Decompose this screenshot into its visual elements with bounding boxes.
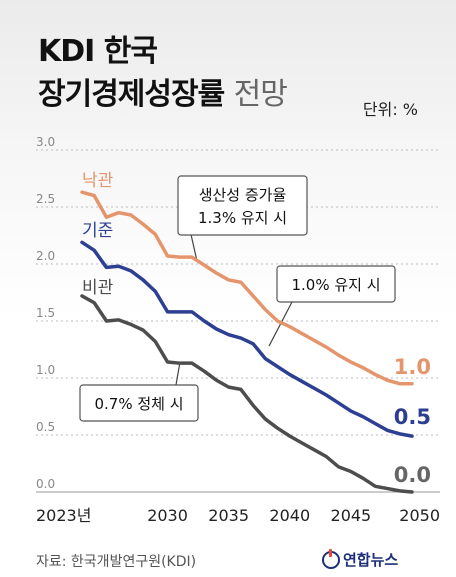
x-tick-label: 2050	[399, 506, 440, 525]
annotation-box-3: 0.7% 정체 시	[79, 384, 199, 422]
y-tick-label: 1.5	[36, 306, 55, 320]
yonhap-logo: 연합뉴스	[322, 548, 399, 570]
annotations: 생산성 증가율 1.3% 유지 시 1.0% 유지 시 0.7% 정체 시	[79, 175, 396, 422]
x-tick-label: 2030	[147, 506, 188, 525]
annotation-box-frame	[79, 384, 199, 422]
series-line-pessimistic	[80, 294, 414, 494]
end-value-labels: 1.0 0.5 0.0	[394, 355, 431, 487]
y-tick-label: 0.0	[36, 477, 55, 491]
chart-title-suffix: 전망	[233, 77, 288, 112]
end-label-baseline: 0.5	[394, 405, 431, 429]
end-label-pessimistic: 0.0	[394, 463, 431, 487]
annotation-text: 1.0% 유지 시	[291, 276, 380, 294]
x-tick-label: 2023년	[36, 506, 91, 525]
y-axis-ticks: 0.0 0.5 1.0 1.5 2.0 2.5 3.0	[36, 135, 55, 491]
unit-label: 단위: %	[362, 100, 418, 119]
annotation-text: 0.7% 정체 시	[94, 395, 183, 413]
annotation-leader	[175, 363, 181, 386]
logo-text: 연합뉴스	[343, 551, 399, 569]
annotation-text: 1.3% 유지 시	[198, 209, 287, 227]
series-label-optimistic: 낙관	[82, 171, 113, 191]
annotation-box-frame	[276, 265, 396, 303]
series-line-baseline	[80, 240, 414, 438]
annotation-box-frame	[177, 175, 308, 236]
series-label-baseline: 기준	[82, 221, 113, 241]
yonhap-logo-icon	[322, 548, 340, 569]
y-tick-label: 2.5	[36, 192, 55, 206]
x-tick-label: 2035	[208, 506, 249, 525]
annotation-box-2: 1.0% 유지 시	[276, 265, 396, 303]
chart-title-line2: 장기경제성장률 전망	[38, 77, 288, 112]
y-tick-label: 3.0	[36, 135, 55, 149]
annotation-box-1: 생산성 증가율 1.3% 유지 시	[177, 175, 308, 236]
y-tick-label: 0.5	[36, 420, 55, 434]
annotation-text: 생산성 증가율	[199, 186, 287, 204]
annotation-leaders	[175, 229, 293, 386]
chart-title-line1: KDI 한국	[38, 34, 158, 69]
series-lines	[80, 190, 414, 494]
chart-title-main: 장기경제성장률	[38, 77, 225, 112]
end-label-optimistic: 1.0	[394, 355, 431, 379]
source-note: 자료: 한국개발연구원(KDI)	[36, 554, 197, 570]
series-label-pessimistic: 비관	[82, 278, 113, 298]
x-tick-label: 2040	[269, 506, 310, 525]
x-axis-ticks: 2023년 2030 2035 2040 2045 2050	[36, 506, 440, 525]
y-tick-label: 1.0	[36, 363, 55, 377]
series-line-optimistic	[80, 190, 414, 386]
y-tick-label: 2.0	[36, 249, 55, 263]
x-tick-label: 2045	[331, 506, 372, 525]
